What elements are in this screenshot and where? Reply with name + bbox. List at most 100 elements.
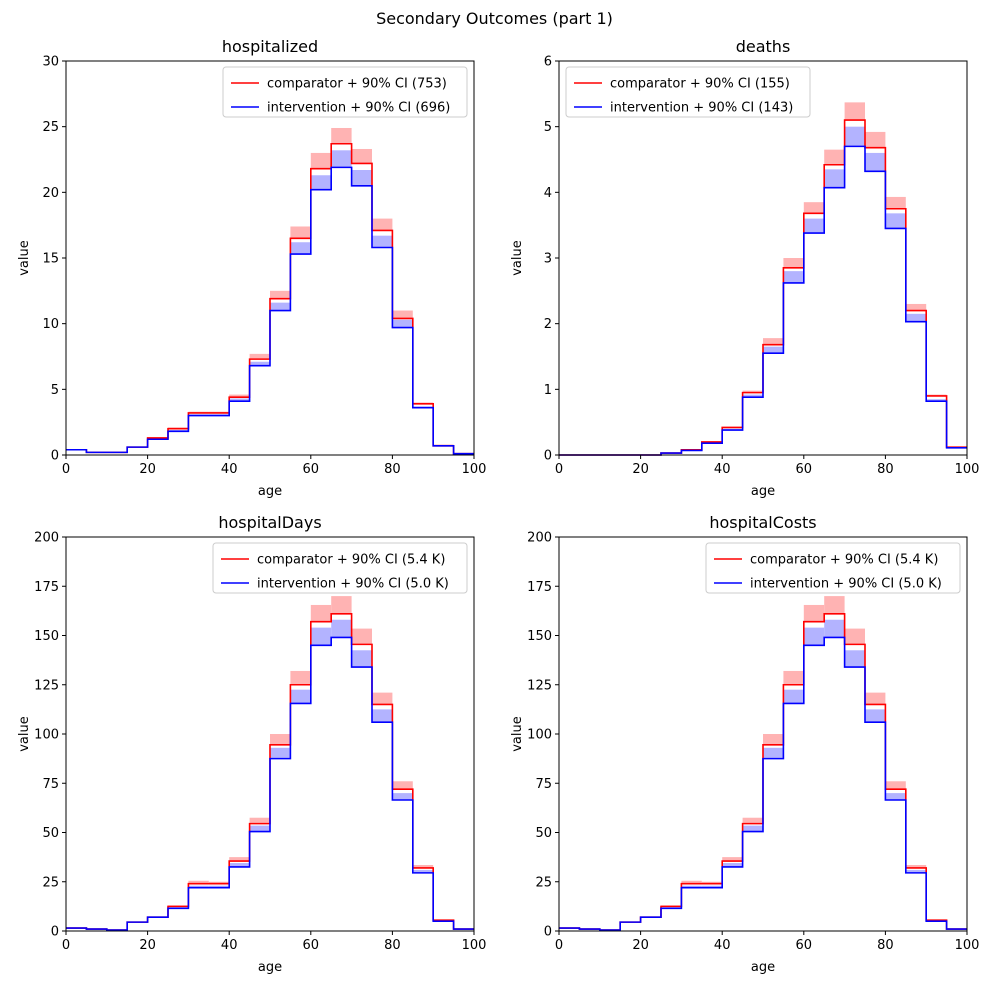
comparator-ci-band	[188, 880, 209, 884]
comparator-ci-band	[208, 881, 230, 884]
intervention-ci-band	[722, 863, 743, 867]
legend: comparator + 90% CI (5.4 K) intervention …	[212, 542, 468, 594]
intervention-ci-band	[351, 650, 372, 668]
comparator-ci-band	[351, 148, 372, 164]
x-tick-label: 0	[555, 938, 563, 953]
y-tick-label: 6	[544, 55, 552, 70]
intervention-legend-label: intervention + 90% CI (5.0 K)	[750, 577, 942, 592]
comparator-ci-band	[701, 881, 723, 884]
y-tick-label: 25	[42, 875, 59, 890]
y-tick-label: 75	[42, 777, 59, 792]
x-tick-label: 60	[303, 938, 320, 953]
y-tick-label: 2	[544, 317, 552, 332]
intervention-ci-band	[331, 150, 352, 168]
intervention-ci-band	[392, 319, 413, 328]
legend-box	[705, 542, 961, 594]
x-tick-label: 20	[139, 938, 156, 953]
intervention-ci-band	[208, 885, 230, 888]
comparator-ci-band	[865, 692, 886, 705]
figure-title: Secondary Outcomes (part 1)	[376, 9, 613, 28]
x-tick-label: 100	[955, 938, 980, 953]
x-tick-label: 20	[139, 462, 156, 477]
x-tick-label: 0	[62, 938, 70, 953]
legend: comparator + 90% CI (155) intervention + …	[565, 66, 811, 118]
panel-title: hospitalized	[222, 37, 318, 56]
y-tick-label: 30	[42, 55, 59, 70]
y-axis-label: value	[510, 240, 525, 276]
intervention-ci-band	[331, 619, 352, 638]
comparator-ci-band	[229, 857, 250, 862]
comparator-ci-band	[372, 218, 393, 231]
intervention-ci-band	[905, 313, 927, 322]
intervention-ci-band	[249, 361, 270, 366]
comparator-ci-band	[392, 781, 413, 790]
intervention-ci-band	[681, 885, 702, 888]
x-tick-label: 80	[877, 462, 894, 477]
y-tick-label: 175	[527, 580, 552, 595]
intervention-ci-band	[372, 235, 393, 248]
x-tick-label: 0	[555, 462, 563, 477]
intervention-step-line	[66, 636, 474, 931]
comparator-ci-band	[824, 596, 845, 614]
comparator-ci-band	[885, 781, 906, 790]
comparator-legend-label: comparator + 90% CI (5.4 K)	[257, 553, 445, 568]
y-tick-label: 200	[527, 531, 552, 546]
x-tick-label: 40	[714, 462, 731, 477]
comparator-ci-band	[763, 338, 784, 345]
y-tick-label: 5	[544, 120, 552, 135]
legend: comparator + 90% CI (5.4 K) intervention …	[705, 542, 961, 594]
intervention-step-line	[559, 145, 967, 456]
panel-hospitalized: 0 20 40 60 80 100 0 5 10 15 20 25 30 hospitalized age v…	[17, 37, 486, 499]
y-tick-label: 50	[535, 826, 552, 841]
comparator-ci-band	[372, 692, 393, 705]
y-tick-label: 200	[34, 531, 59, 546]
panel-hospitalDays: 0 20 40 60 80 100 0 25 50 75 100 125 150 175 200 hospit…	[17, 513, 486, 975]
y-tick-label: 3	[544, 252, 552, 267]
y-tick-label: 0	[544, 925, 552, 940]
comparator-legend-label: comparator + 90% CI (753)	[267, 77, 447, 92]
intervention-ci-band	[824, 619, 845, 638]
intervention-ci-band	[865, 709, 886, 723]
legend-box	[222, 66, 468, 118]
x-tick-label: 100	[462, 938, 487, 953]
intervention-ci-band	[229, 398, 250, 402]
intervention-ci-band	[824, 169, 845, 188]
x-axis-label: age	[751, 960, 775, 975]
y-tick-label: 25	[535, 875, 552, 890]
x-tick-label: 80	[384, 462, 401, 477]
comparator-ci-band	[351, 628, 372, 645]
comparator-ci-band	[763, 734, 784, 745]
y-axis-label: value	[17, 240, 32, 276]
y-tick-label: 125	[34, 678, 59, 693]
legend-box	[565, 66, 811, 118]
comparator-ci-band	[824, 149, 845, 165]
intervention-legend-label: intervention + 90% CI (5.0 K)	[257, 577, 449, 592]
comparator-ci-band	[310, 604, 332, 622]
intervention-ci-band	[701, 885, 723, 888]
intervention-ci-band	[844, 126, 865, 147]
intervention-legend-label: intervention + 90% CI (143)	[610, 101, 793, 116]
panel-title: hospitalCosts	[709, 513, 816, 532]
x-tick-label: 40	[221, 462, 238, 477]
y-tick-label: 75	[535, 777, 552, 792]
comparator-ci-band	[229, 394, 250, 398]
comparator-legend-label: comparator + 90% CI (155)	[610, 77, 790, 92]
y-tick-label: 50	[42, 826, 59, 841]
y-axis-label: value	[510, 716, 525, 752]
comparator-ci-band	[331, 127, 352, 144]
y-tick-label: 20	[42, 186, 59, 201]
intervention-ci-band	[290, 242, 311, 255]
comparator-ci-band	[803, 604, 825, 622]
intervention-ci-band	[926, 399, 947, 402]
panel-hospitalCosts: 0 20 40 60 80 100 0 25 50 75 100 125 150 175 200 hospit…	[510, 513, 979, 975]
intervention-ci-band	[844, 650, 865, 668]
comparator-ci-band	[290, 670, 311, 685]
intervention-ci-band	[742, 825, 763, 832]
intervention-ci-band	[270, 302, 291, 311]
comparator-ci-band	[865, 131, 886, 148]
intervention-step-line	[66, 166, 474, 455]
comparator-ci-band	[885, 196, 906, 209]
y-tick-label: 150	[34, 629, 59, 644]
